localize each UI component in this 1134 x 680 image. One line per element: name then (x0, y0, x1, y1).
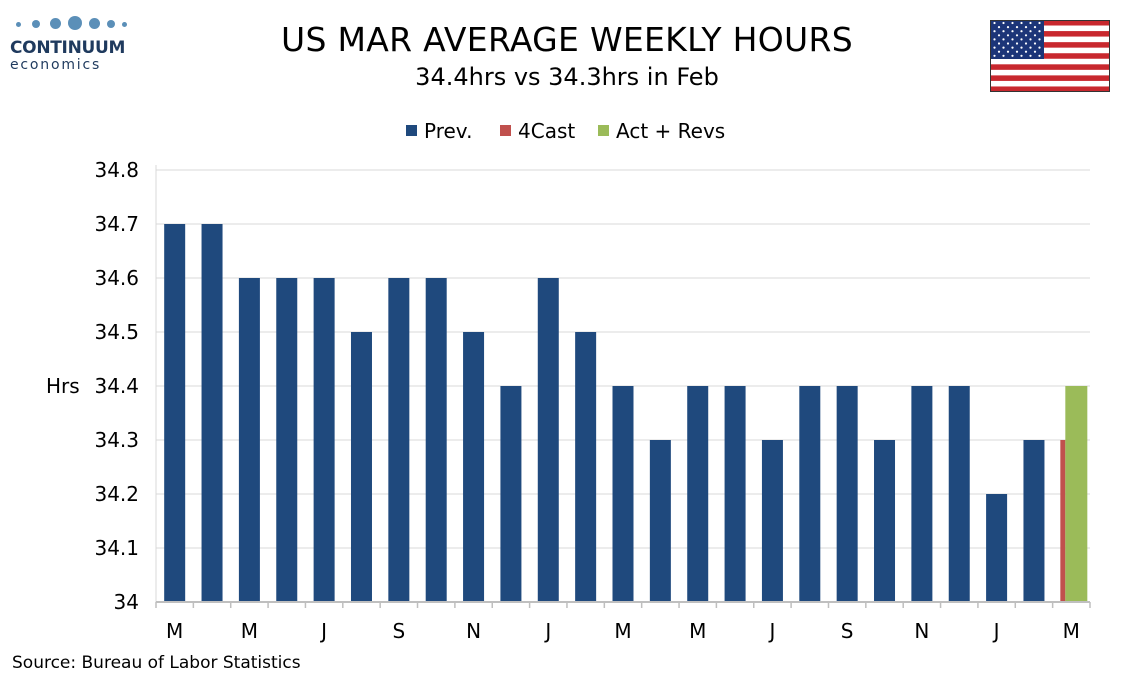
x-tick-label: M (1063, 619, 1080, 643)
legend-swatch (500, 125, 511, 136)
bar-prev (276, 278, 298, 602)
x-tick-label: M (614, 619, 631, 643)
source-note: Source: Bureau of Labor Statistics (12, 653, 301, 673)
continuum-economics-logo: CONTINUUM economics (10, 14, 140, 78)
y-tick-label: 34.1 (94, 536, 139, 560)
x-tick-label: M (241, 619, 258, 643)
chart-subtitle: 34.4hrs vs 34.3hrs in Feb (415, 63, 719, 91)
bar-prev (164, 224, 186, 602)
bar-prev (463, 332, 485, 602)
x-tick-label: N (466, 619, 481, 643)
x-tick-label: M (689, 619, 706, 643)
bar-prev (575, 332, 597, 602)
x-tick-label: S (392, 619, 405, 643)
x-tick-label: N (914, 619, 929, 643)
y-tick-label: 34.6 (94, 266, 139, 290)
us-flag-icon (990, 20, 1110, 92)
y-tick-label: 34.8 (94, 158, 139, 182)
bars (164, 224, 1088, 602)
bar-prev (313, 278, 335, 602)
x-tick-label: M (166, 619, 183, 643)
legend-entry: 4Cast (500, 119, 575, 143)
bar-prev (799, 386, 821, 602)
bar-prev (986, 494, 1008, 602)
logo-brand-text: CONTINUUM (10, 38, 126, 58)
x-tick-label: J (543, 619, 551, 643)
y-tick-label: 34.3 (94, 428, 139, 452)
bar-prev (836, 386, 858, 602)
bar-prev (500, 386, 522, 602)
chart-title: US MAR AVERAGE WEEKLY HOURS (281, 20, 853, 59)
legend-swatch (406, 125, 417, 136)
legend-entry: Act + Revs (598, 119, 725, 143)
bar-forecast (1060, 440, 1066, 602)
legend-entry: Prev. (406, 119, 472, 143)
legend-label: Prev. (424, 119, 472, 143)
y-tick-label: 34.7 (94, 212, 139, 236)
x-tick-label: S (841, 619, 854, 643)
legend-swatch (598, 125, 609, 136)
bar-prev (724, 386, 746, 602)
bar-prev (687, 386, 709, 602)
bar-actual (1065, 386, 1088, 602)
y-axis-label: Hrs (46, 374, 80, 398)
legend-label: 4Cast (518, 119, 575, 143)
bar-prev (388, 278, 410, 602)
bar-prev (537, 278, 559, 602)
legend-label: Act + Revs (616, 119, 725, 143)
y-tick-label: 34.5 (94, 320, 139, 344)
bar-prev (911, 386, 933, 602)
bar-prev (874, 440, 896, 602)
bar-prev (238, 278, 260, 602)
bar-prev (948, 386, 970, 602)
bar-prev (350, 332, 372, 602)
x-tick-label: J (319, 619, 327, 643)
y-tick-label: 34 (114, 590, 139, 614)
y-tick-label: 34.4 (94, 374, 139, 398)
x-tick-label: J (992, 619, 1000, 643)
y-tick-label: 34.2 (94, 482, 139, 506)
logo-dots-icon (10, 14, 140, 36)
bar-prev (1023, 440, 1045, 602)
legend: Prev. 4Cast Act + Revs (406, 119, 725, 143)
bar-prev (201, 224, 223, 602)
bar-prev (761, 440, 783, 602)
bar-prev (649, 440, 671, 602)
axes: 34 34.1 34.2 34.3 34.4 34.5 34.6 34.7 34.8 Hrs M M J… (46, 158, 1091, 643)
logo-sub-text: economics (10, 57, 102, 73)
bar-prev (612, 386, 634, 602)
x-tick-label: J (767, 619, 775, 643)
bar-prev (425, 278, 447, 602)
